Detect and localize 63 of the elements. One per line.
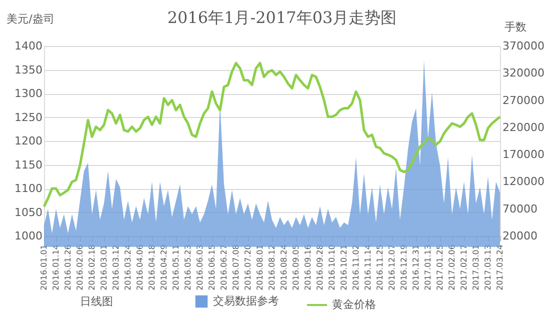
x-tick-label: 2016.07.08 bbox=[232, 244, 240, 290]
x-tick-label: 2016.06.03 bbox=[196, 244, 204, 290]
y-tick-label: 1400 bbox=[14, 40, 42, 52]
x-tick-label: 2016.10.21 bbox=[340, 244, 348, 290]
x-tick-label: 2016.02.06 bbox=[76, 244, 84, 290]
x-tick-label: 2016.09.16 bbox=[304, 244, 312, 290]
y-tick-label: 1200 bbox=[14, 134, 42, 148]
x-tick-label: 2016.05.23 bbox=[184, 244, 192, 290]
x-tick-label: 2016.07.20 bbox=[244, 244, 252, 290]
x-tick-label: 2016.04.06 bbox=[136, 244, 144, 290]
y-axis-title: 美元/盎司 bbox=[6, 12, 54, 26]
x-tick-label: 2016.06.27 bbox=[220, 244, 228, 290]
x-tick-label: 2016.10.10 bbox=[328, 244, 336, 290]
y2-tick-label: 20000 bbox=[502, 230, 538, 242]
x-tick-label: 2016.05.11 bbox=[172, 244, 180, 290]
y-tick-label: 1250 bbox=[14, 110, 42, 124]
y2-tick-label: 370000 bbox=[502, 40, 544, 52]
y2-tick-label: 220000 bbox=[502, 120, 544, 134]
x-tick-label: 2016.08.01 bbox=[256, 244, 264, 290]
y2-tick-label: 320000 bbox=[502, 66, 544, 80]
y-tick-label: 1150 bbox=[14, 158, 42, 172]
x-tick-label: 2017.02.17 bbox=[460, 244, 468, 290]
x-tick-label: 2016.12.19 bbox=[400, 244, 408, 290]
x-tick-label: 2017.03.24 bbox=[496, 244, 504, 290]
y-tick-label: 1000 bbox=[14, 230, 42, 242]
text: 日线图 bbox=[80, 295, 113, 308]
x-tick-label: 2016.03.12 bbox=[112, 244, 120, 290]
y2-tick-label: 70000 bbox=[502, 202, 538, 216]
y2-tick-label: 270000 bbox=[502, 94, 544, 107]
x-tick-label: 2016.08.24 bbox=[280, 244, 288, 290]
x-tick-label: 2016.04.18 bbox=[148, 244, 156, 290]
chart-title: 2016年1月-2017年03月走势图 bbox=[167, 8, 397, 27]
y2-tick-label: 120000 bbox=[502, 175, 544, 188]
x-tick-label: 2016.01.14 bbox=[52, 244, 60, 290]
x-tick-label: 2017.01.25 bbox=[436, 244, 444, 290]
x-tick-label: 2016.06.15 bbox=[208, 244, 216, 290]
x-tick-label: 2016.11.25 bbox=[376, 244, 384, 290]
x-tick-label: 2016.09.05 bbox=[292, 244, 300, 290]
x-tick-label: 2016.03.01 bbox=[100, 244, 108, 290]
line-series bbox=[42, 62, 502, 208]
y-tick-label: 1350 bbox=[14, 63, 42, 76]
x-tick-label: 2016.08.12 bbox=[268, 244, 276, 290]
x-tick-label: 2016.04.29 bbox=[160, 244, 168, 290]
x-tick-label: 2016.01.26 bbox=[64, 244, 72, 290]
y2-axis-title: 手数 bbox=[504, 20, 526, 34]
x-tick-label: 2016.12.07 bbox=[388, 244, 396, 290]
legend-label: 交易数据参考 bbox=[213, 294, 279, 308]
x-tick-label: 2016.11.14 bbox=[364, 244, 372, 290]
x-tick-label: 2017.03.01 bbox=[472, 244, 480, 290]
x-tick-label: 2016.12.31 bbox=[412, 244, 420, 290]
y-tick-label: 1100 bbox=[14, 182, 42, 195]
x-tick-label: 2016.01.01 bbox=[40, 244, 48, 290]
y2-tick-label: 170000 bbox=[502, 148, 544, 162]
x-tick-label: 2016.02.18 bbox=[88, 244, 96, 290]
x-tick-label: 2016.09.28 bbox=[316, 244, 324, 290]
legend-label: 黄金价格 bbox=[332, 298, 376, 311]
y-tick-label: 1300 bbox=[14, 87, 42, 100]
x-tick-label: 2016.03.24 bbox=[124, 244, 132, 290]
x-tick-label: 2017.02.06 bbox=[448, 244, 456, 290]
y-tick-label: 1050 bbox=[14, 206, 42, 219]
x-tick-label: 2016.11.02 bbox=[352, 244, 360, 290]
x-tick-label: 2017.01.13 bbox=[424, 244, 432, 290]
x-tick-label: 2017.03.13 bbox=[484, 244, 492, 290]
